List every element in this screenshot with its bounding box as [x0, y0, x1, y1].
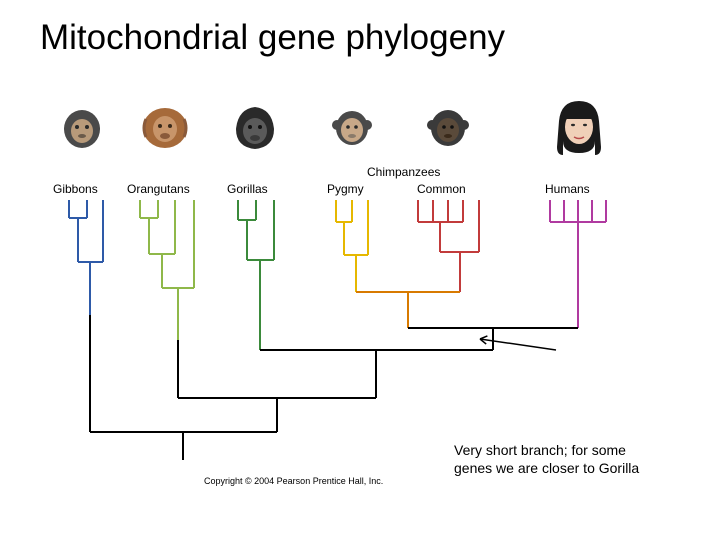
species-label-common: Common	[417, 182, 466, 196]
species-label-gibbons: Gibbons	[53, 182, 98, 196]
phylogeny-tree	[36, 200, 676, 480]
species-label-humans: Humans	[545, 182, 590, 196]
copyright-text: Copyright © 2004 Pearson Prentice Hall, …	[204, 476, 383, 486]
short-branch-annotation: Very short branch; for some genes we are…	[454, 442, 654, 477]
species-label-orangutans: Orangutans	[127, 182, 190, 196]
gorilla-illustration	[227, 100, 283, 156]
species-label-pygmy: Pygmy	[327, 182, 364, 196]
orangutan-illustration	[137, 100, 193, 156]
species-row	[0, 100, 720, 162]
page-title: Mitochondrial gene phylogeny	[40, 18, 505, 58]
human-illustration	[548, 100, 610, 156]
species-label-gorillas: Gorillas	[227, 182, 268, 196]
common-chimp-illustration	[420, 100, 476, 156]
gibbon-illustration	[54, 100, 110, 156]
pygmy-chimp-illustration	[324, 100, 380, 156]
chimp-group-label: Chimpanzees	[367, 165, 440, 179]
